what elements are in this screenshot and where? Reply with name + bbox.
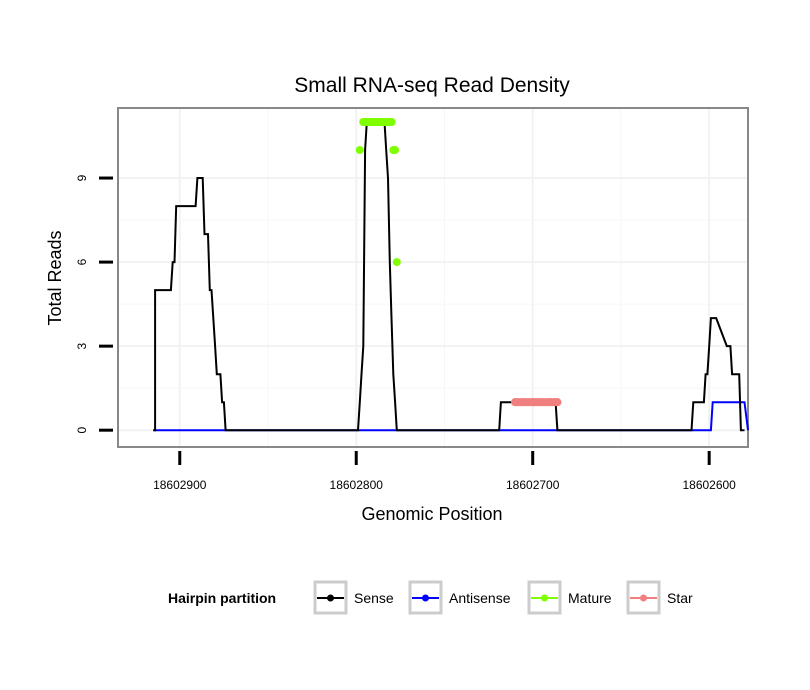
series-point-star [553, 398, 562, 407]
legend: Hairpin partition Sense Antisense Mature St… [168, 580, 693, 615]
legend-title: Hairpin partition [168, 590, 276, 606]
y-axis: 0 3 6 9 [75, 174, 113, 434]
chart-title: Small RNA-seq Read Density [294, 74, 570, 97]
legend-label-sense: Sense [354, 590, 394, 606]
x-tick-label: 18602600 [682, 478, 736, 492]
series-point-star [537, 398, 546, 407]
series-line-antisense [153, 401, 749, 432]
series-point-star [519, 398, 528, 407]
legend-label-mature: Mature [568, 590, 612, 606]
legend-point-antisense [422, 594, 429, 602]
y-tick-label: 3 [75, 342, 89, 349]
x-tick-label: 18602800 [330, 478, 384, 492]
plot-panel [117, 107, 749, 448]
y-tick-label: 9 [75, 174, 89, 181]
x-axis: 18602900 18602800 18602700 18602600 [153, 451, 736, 492]
legend-point-mature [541, 594, 548, 602]
x-tick-label: 18602700 [506, 478, 560, 492]
series-point-mature [369, 118, 378, 127]
series-point-star [546, 398, 555, 407]
series-point-mature [355, 146, 364, 155]
series-point-star [528, 398, 537, 407]
grid [119, 109, 747, 446]
series-point-star [511, 398, 520, 407]
series-point-mature [387, 118, 396, 127]
series-point-mature [361, 118, 370, 127]
x-axis-title: Genomic Position [361, 504, 502, 524]
legend-label-star: Star [667, 590, 693, 606]
series-point-mature [378, 118, 387, 127]
legend-label-antisense: Antisense [449, 590, 511, 606]
legend-point-sense [327, 594, 334, 602]
y-tick-label: 0 [75, 427, 89, 434]
legend-point-star [640, 594, 647, 602]
y-tick-label: 6 [75, 258, 89, 265]
series-point-mature [392, 258, 401, 267]
y-axis-title: Total Reads [45, 230, 65, 325]
series-point-mature [391, 146, 400, 155]
series-layer [153, 118, 749, 432]
x-tick-label: 18602900 [153, 478, 207, 492]
